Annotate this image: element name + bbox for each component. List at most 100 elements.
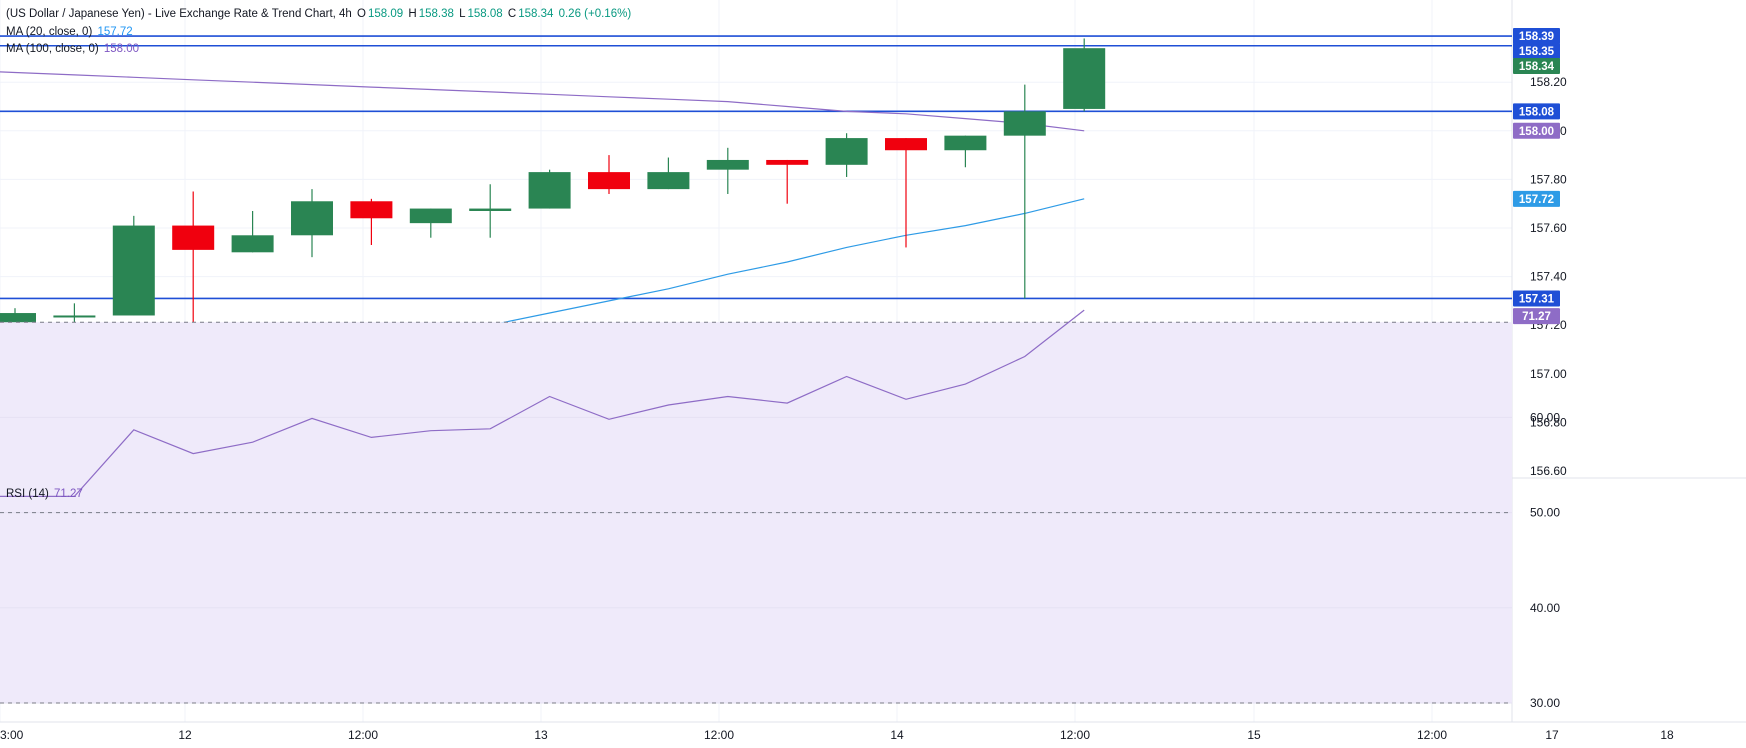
price-label-hline: 157.31 bbox=[1513, 290, 1560, 307]
ma20-label: MA (20, close, 0) bbox=[6, 26, 93, 38]
price-tick-label: 157.60 bbox=[1530, 221, 1567, 235]
price-label-close: 158.34 bbox=[1513, 58, 1560, 75]
candle[interactable] bbox=[885, 138, 927, 248]
symbol-title: (US Dollar / Japanese Yen) - Live Exchan… bbox=[6, 8, 352, 20]
price-axis: 156.60156.80157.00157.20157.40157.60157.… bbox=[1530, 75, 1567, 478]
candle[interactable] bbox=[409, 208, 452, 238]
time-axis: 3:00 12 12:00 13 12:00 14 12:00 15 12:00 17 18 bbox=[0, 728, 1674, 742]
close-value: 158.34 bbox=[518, 8, 554, 20]
candle[interactable] bbox=[766, 159, 809, 204]
time-tick-label: 14 bbox=[890, 728, 904, 742]
time-tick-label: 12:00 bbox=[1417, 728, 1447, 742]
close-label: C bbox=[507, 8, 517, 20]
price-label-box bbox=[1513, 290, 1560, 307]
rsi-tick-label: 40.00 bbox=[1530, 601, 1560, 615]
price-label-box bbox=[1513, 122, 1560, 139]
rsi-label: RSI (14) bbox=[6, 488, 49, 500]
candle[interactable] bbox=[825, 133, 868, 177]
rsi-line bbox=[0, 309, 1085, 497]
price-label-text: 158.35 bbox=[1519, 46, 1555, 58]
candle-body bbox=[1003, 111, 1046, 136]
candle[interactable] bbox=[528, 169, 571, 209]
price-label-text: 157.31 bbox=[1519, 293, 1555, 305]
candle[interactable] bbox=[706, 147, 749, 194]
price-tick-label: 156.80 bbox=[1530, 415, 1567, 429]
candle[interactable] bbox=[350, 198, 393, 246]
candle-body bbox=[825, 138, 868, 165]
candle[interactable] bbox=[291, 189, 333, 258]
open-value: 158.09 bbox=[368, 8, 404, 20]
rsi-legend[interactable]: RSI (14) 71.27 bbox=[6, 488, 85, 500]
candle-body bbox=[409, 208, 452, 224]
price-tick-label: 157.80 bbox=[1530, 172, 1567, 186]
candle[interactable] bbox=[1063, 38, 1106, 112]
chart-header: (US Dollar / Japanese Yen) - Live Exchan… bbox=[6, 8, 633, 20]
ma20-value: 157.72 bbox=[97, 26, 133, 38]
price-tick-label: 157.00 bbox=[1530, 367, 1567, 381]
price-label-text: 158.08 bbox=[1519, 106, 1555, 118]
candle[interactable] bbox=[112, 215, 155, 316]
high-value: 158.38 bbox=[418, 8, 454, 20]
rsi-last-label-box bbox=[1513, 308, 1560, 325]
candle[interactable] bbox=[944, 135, 987, 168]
price-labels: 158.39 158.35 158.34 158.08 158.00 157.72 157.… bbox=[1513, 28, 1560, 307]
price-label-ma100: 158.00 bbox=[1513, 122, 1560, 139]
ma100-line bbox=[0, 71, 1085, 132]
time-tick-label: 12:00 bbox=[1060, 728, 1090, 742]
price-label-text: 158.39 bbox=[1519, 31, 1554, 43]
candle-body bbox=[766, 159, 809, 165]
time-tick-label: 18 bbox=[1660, 728, 1674, 742]
rsi-axis: 30.00 40.00 50.00 60.00 bbox=[1530, 410, 1560, 710]
candle-body bbox=[885, 138, 927, 151]
ma100-legend[interactable]: MA (100, close, 0) 158.00 bbox=[6, 43, 141, 55]
price-label-hline: 158.39 bbox=[1513, 28, 1560, 45]
price-label-box bbox=[1513, 58, 1560, 75]
horizontal-levels bbox=[0, 35, 1512, 300]
price-tick-label: 157.40 bbox=[1530, 270, 1567, 284]
candle[interactable] bbox=[647, 157, 690, 190]
candle-body bbox=[350, 201, 393, 219]
candle-body bbox=[469, 208, 512, 211]
time-tick-label: 12:00 bbox=[704, 728, 734, 742]
price-label-text: 158.00 bbox=[1519, 126, 1554, 138]
candle-body bbox=[528, 172, 571, 209]
candle[interactable] bbox=[588, 155, 630, 194]
candle-body bbox=[172, 225, 215, 250]
rsi-last-label-text: 71.27 bbox=[1522, 311, 1551, 323]
low-label: L bbox=[459, 8, 466, 20]
candle[interactable] bbox=[172, 191, 215, 440]
candle-body bbox=[291, 201, 333, 236]
price-label-hline: 158.08 bbox=[1513, 103, 1560, 120]
candle-body bbox=[588, 172, 630, 190]
price-tick-label: 158.20 bbox=[1530, 75, 1567, 89]
high-label: H bbox=[408, 8, 417, 20]
time-tick-label: 17 bbox=[1545, 728, 1559, 742]
candle-body bbox=[647, 172, 690, 190]
rsi-value: 71.27 bbox=[54, 488, 83, 500]
open-label: O bbox=[357, 8, 366, 20]
candle[interactable] bbox=[231, 210, 274, 253]
price-label-ma20: 157.72 bbox=[1513, 190, 1560, 207]
candle[interactable] bbox=[1003, 84, 1046, 299]
candles bbox=[0, 38, 1106, 440]
candle-body bbox=[706, 159, 749, 170]
price-label-text: 158.34 bbox=[1519, 61, 1555, 73]
time-tick-label: 13 bbox=[534, 728, 548, 742]
price-tick-label: 156.60 bbox=[1530, 464, 1567, 478]
candle-body bbox=[1063, 48, 1106, 109]
time-tick-label: 12:00 bbox=[348, 728, 378, 742]
candle-body bbox=[944, 135, 987, 151]
time-tick-label: 3:00 bbox=[0, 728, 24, 742]
time-tick-label: 12 bbox=[178, 728, 192, 742]
candle-body bbox=[112, 225, 155, 316]
price-label-box bbox=[1513, 190, 1560, 207]
ma20-legend[interactable]: MA (20, close, 0) 157.72 bbox=[6, 26, 135, 38]
candle-body bbox=[231, 235, 274, 253]
candle[interactable] bbox=[469, 184, 512, 238]
ma100-label: MA (100, close, 0) bbox=[6, 43, 99, 55]
time-tick-label: 15 bbox=[1247, 728, 1261, 742]
rsi-tick-label: 50.00 bbox=[1530, 506, 1560, 520]
price-label-box bbox=[1513, 103, 1560, 120]
low-value: 158.08 bbox=[467, 8, 503, 20]
